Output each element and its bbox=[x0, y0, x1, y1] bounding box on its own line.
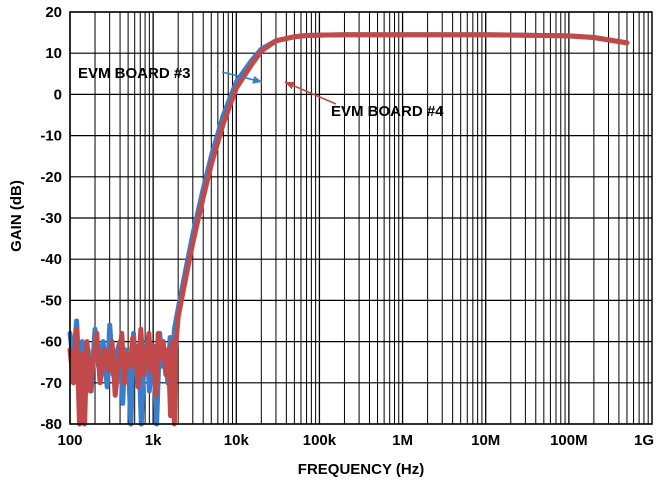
y-tick-label: -20 bbox=[40, 169, 62, 186]
y-tick-label: 10 bbox=[45, 45, 62, 62]
y-tick-label: -80 bbox=[40, 416, 62, 433]
x-axis-title: FREQUENCY (Hz) bbox=[298, 461, 424, 478]
tick-labels: 100 1k 10k 100k 1M 10M 100M 1G20100-10-20-30-40… bbox=[40, 4, 654, 449]
grid bbox=[69, 11, 652, 425]
y-tick-label: -30 bbox=[40, 210, 62, 227]
y-axis-title: GAIN (dB) bbox=[8, 180, 25, 252]
y-tick-label: 0 bbox=[54, 86, 62, 103]
annotations: EVM BOARD #3 EVM BOARD #4 bbox=[78, 65, 444, 120]
y-tick-label: -10 bbox=[40, 128, 62, 145]
x-tick-label: 100M bbox=[550, 432, 588, 449]
y-tick-label: -40 bbox=[40, 251, 62, 268]
x-tick-label: 100k bbox=[303, 432, 337, 449]
annotation-arrow-evm-board-3-head bbox=[252, 75, 262, 84]
x-tick-label: 100 bbox=[57, 432, 82, 449]
x-tick-label: 1k bbox=[145, 432, 162, 449]
y-tick-label: -60 bbox=[40, 334, 62, 351]
series-line-evm-board-4 bbox=[67, 32, 630, 427]
x-tick-label: 1M bbox=[392, 432, 413, 449]
annotation-arrow-evm-board-4-head bbox=[285, 81, 295, 90]
y-tick-label: -50 bbox=[40, 292, 62, 309]
plot-border bbox=[69, 11, 653, 425]
x-tick-label: 10k bbox=[224, 432, 250, 449]
annotation-evm-board-3: EVM BOARD #3 bbox=[78, 65, 191, 82]
x-tick-label: 10M bbox=[471, 432, 500, 449]
annotation-evm-board-4: EVM BOARD #4 bbox=[331, 103, 444, 120]
y-tick-label: 20 bbox=[45, 4, 62, 21]
y-tick-label: -70 bbox=[40, 375, 62, 392]
annotation-arrow-evm-board-4 bbox=[284, 81, 337, 105]
x-tick-label: 1G bbox=[634, 432, 654, 449]
plot-frame bbox=[69, 11, 653, 425]
series-layer bbox=[67, 32, 630, 427]
